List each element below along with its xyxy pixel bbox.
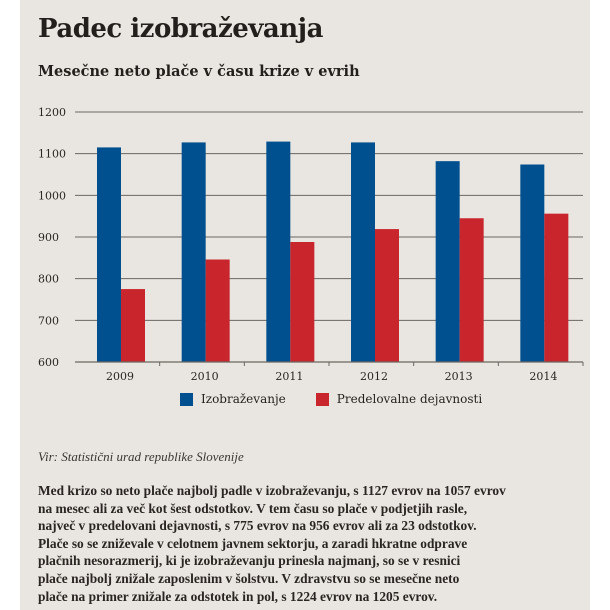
y-tick-label: 1200 — [38, 106, 66, 119]
bar-predelovalne-2013 — [459, 218, 484, 362]
legend: Izobraževanje Predelovalne dejavnosti — [180, 392, 482, 406]
bar-izobrazevanje-2013 — [435, 161, 460, 362]
bar-predelovalne-2014 — [544, 213, 569, 362]
bar-izobrazevanje-2014 — [520, 164, 545, 362]
paragraph-line: največ v predelovani dejavnosti, s 775 e… — [38, 518, 477, 534]
y-tick-label: 600 — [38, 356, 59, 369]
x-tick-label: 2010 — [191, 370, 219, 383]
bar-izobrazevanje-2012 — [351, 142, 375, 362]
paragraph-line: Med krizo so neto plače najbolj padle v … — [38, 483, 506, 498]
paragraph-line: plače najbolj znižale zaposlenim v šolst… — [38, 570, 460, 586]
paragraph-line: plačnih nesorazmerij, ki je izobraževanj… — [38, 553, 461, 569]
y-tick-label: 1000 — [38, 189, 66, 202]
paragraph-line: plače na primer znižale za odstotek in p… — [38, 588, 438, 604]
source-note: Vir: Statistični urad republike Slovenij… — [38, 449, 244, 464]
bar-izobrazevanje-2009 — [97, 147, 121, 362]
legend-item-predelovalne: Predelovalne dejavnosti — [315, 392, 483, 406]
legend-swatch-red — [315, 392, 329, 406]
x-tick-label: 2012 — [360, 370, 388, 383]
legend-item-izobrazevanje: Izobraževanje — [180, 392, 286, 406]
legend-swatch-blue — [180, 392, 193, 406]
chart-title: Padec izobraževanja — [38, 14, 323, 44]
y-tick-label: 1100 — [38, 148, 66, 161]
bar-predelovalne-2012 — [375, 229, 399, 362]
paragraph-line: na mesec ali za več kot šest odstotkov. … — [38, 500, 468, 516]
bar-izobrazevanje-2010 — [181, 142, 206, 362]
legend-label: Predelovalne dejavnosti — [336, 392, 483, 406]
bar-predelovalne-2011 — [290, 242, 315, 362]
infographic-panel: Padec izobraževanja Mesečne neto plače v… — [20, 0, 590, 610]
y-tick-label: 900 — [38, 231, 59, 244]
y-tick-label: 800 — [38, 273, 59, 286]
bar-chart: 600 700 800 900 1000 1100 1200 2009 2010 2011 2012… — [38, 106, 584, 383]
chart-subtitle: Mesečne neto plače v času krize v evrih — [38, 63, 360, 80]
x-tick-label: 2013 — [445, 370, 473, 383]
body-paragraph: Med krizo so neto plače najbolj padle v … — [38, 482, 588, 605]
legend-label: Izobraževanje — [201, 392, 286, 406]
y-tick-label: 700 — [38, 314, 59, 327]
bar-predelovalne-2010 — [205, 259, 230, 362]
paragraph-line: Plače so se zniževale v celotnem javnem … — [38, 535, 468, 551]
bar-predelovalne-2009 — [121, 289, 145, 362]
x-tick-label: 2014 — [529, 370, 557, 383]
bar-izobrazevanje-2011 — [266, 141, 291, 362]
x-tick-label: 2011 — [275, 370, 303, 383]
x-tick-label: 2009 — [106, 370, 134, 383]
